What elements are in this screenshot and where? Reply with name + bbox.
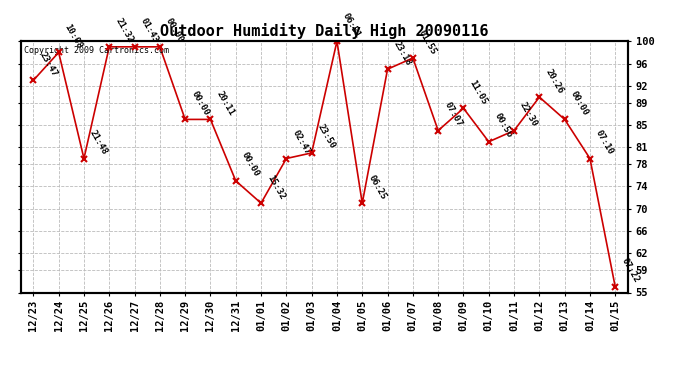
- Text: 00:00: 00:00: [164, 17, 185, 45]
- Text: 02:47: 02:47: [290, 129, 312, 156]
- Text: 10:08: 10:08: [63, 22, 84, 50]
- Text: 11:05: 11:05: [468, 78, 489, 106]
- Text: 23:18: 23:18: [392, 39, 413, 67]
- Text: 20:11: 20:11: [215, 90, 236, 117]
- Text: 00:00: 00:00: [240, 151, 261, 178]
- Text: 23:47: 23:47: [37, 50, 59, 78]
- Text: 21:48: 21:48: [88, 129, 109, 156]
- Text: 07:22: 07:22: [620, 257, 640, 285]
- Text: 00:00: 00:00: [189, 90, 210, 117]
- Text: 07:10: 07:10: [594, 129, 615, 156]
- Text: 06:51: 06:51: [341, 11, 362, 39]
- Text: 21:32: 21:32: [113, 17, 135, 45]
- Text: 07:07: 07:07: [442, 100, 464, 128]
- Text: 00:00: 00:00: [569, 90, 590, 117]
- Text: 23:50: 23:50: [316, 123, 337, 151]
- Text: Copyright 2009 Cartronics.com: Copyright 2009 Cartronics.com: [23, 46, 169, 55]
- Text: 15:32: 15:32: [265, 173, 286, 201]
- Text: 00:56: 00:56: [493, 112, 514, 140]
- Text: 01:43: 01:43: [139, 17, 160, 45]
- Text: 01:55: 01:55: [417, 28, 438, 56]
- Title: Outdoor Humidity Daily High 20090116: Outdoor Humidity Daily High 20090116: [160, 23, 489, 39]
- Text: 22:30: 22:30: [518, 100, 540, 128]
- Text: 20:26: 20:26: [544, 67, 564, 95]
- Text: 06:25: 06:25: [366, 173, 388, 201]
